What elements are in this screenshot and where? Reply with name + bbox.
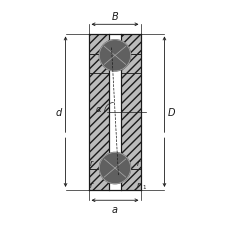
Text: r: r [136, 158, 140, 167]
Text: d: d [56, 107, 62, 117]
Polygon shape [120, 34, 141, 55]
Text: B: B [111, 12, 118, 22]
Text: r: r [136, 180, 140, 189]
Text: r: r [89, 180, 93, 189]
Circle shape [99, 153, 130, 184]
Text: r: r [89, 158, 93, 167]
Text: a: a [112, 204, 117, 214]
Polygon shape [88, 74, 109, 169]
Text: D: D [167, 107, 175, 117]
Polygon shape [120, 169, 141, 190]
Polygon shape [120, 74, 141, 169]
Text: $\alpha$: $\alpha$ [95, 104, 102, 113]
Polygon shape [109, 34, 120, 190]
Polygon shape [120, 55, 141, 150]
Polygon shape [88, 55, 109, 150]
Polygon shape [88, 169, 109, 190]
Polygon shape [88, 34, 109, 55]
Text: 1: 1 [141, 184, 145, 189]
Circle shape [99, 41, 130, 72]
